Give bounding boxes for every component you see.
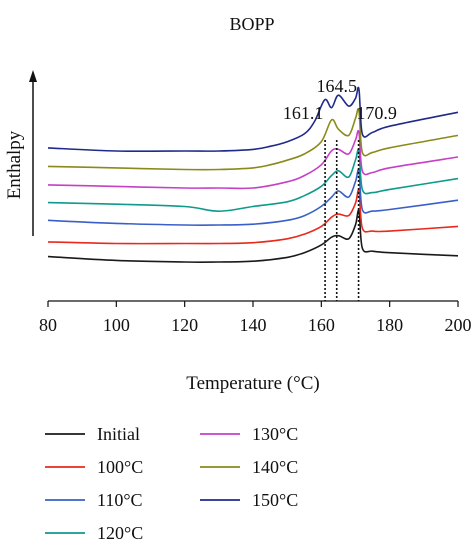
x-tick-label: 100	[103, 315, 130, 335]
x-axis-label: Temperature (°C)	[186, 373, 319, 394]
series-line-5	[47, 108, 459, 171]
series-line-4	[47, 129, 459, 190]
legend-label: 110°C	[97, 490, 143, 510]
legend: Initial 100°C 110°C 120°C 130°C 140°C 150°C	[45, 424, 298, 543]
legend-label: 100°C	[97, 457, 143, 477]
peak-label: 170.9	[356, 103, 397, 123]
series-curves	[47, 86, 459, 263]
series-line-2	[47, 168, 459, 226]
chart-title: BOPP	[229, 14, 274, 34]
x-axis-ticks: 80 100 120 140 160 180 200	[39, 301, 472, 335]
series-line-6	[47, 86, 459, 153]
peak-label: 164.5	[316, 76, 357, 96]
x-tick-label: 180	[376, 315, 403, 335]
legend-label: 140°C	[252, 457, 298, 477]
x-tick-label: 200	[445, 315, 472, 335]
series-line-3	[47, 148, 459, 213]
legend-label: 130°C	[252, 424, 298, 444]
x-tick-label: 160	[308, 315, 335, 335]
legend-label: Initial	[97, 424, 140, 444]
legend-label: 120°C	[97, 523, 143, 543]
y-axis-label: Enthalpy	[4, 130, 25, 199]
series-line-0	[47, 209, 459, 263]
y-axis-arrow-head	[29, 70, 37, 82]
x-tick-label: 80	[39, 315, 57, 335]
peak-markers: 161.1 164.5 170.9	[283, 76, 397, 301]
series-line-1	[47, 189, 459, 245]
legend-label: 150°C	[252, 490, 298, 510]
peak-label: 161.1	[283, 103, 324, 123]
x-tick-label: 120	[171, 315, 198, 335]
x-tick-label: 140	[240, 315, 267, 335]
